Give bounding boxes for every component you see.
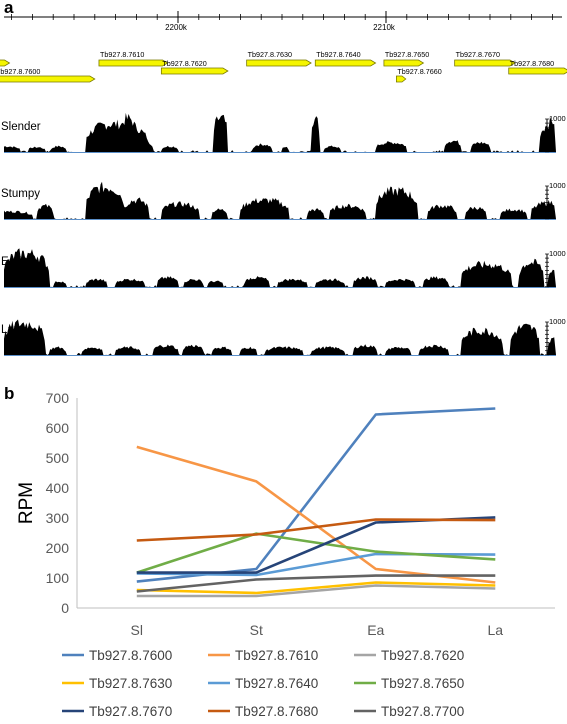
- scale-label: 1000: [549, 317, 566, 326]
- x-tick-label: La: [487, 622, 503, 638]
- gene-arrow: [0, 75, 96, 83]
- coverage-track: Late1000: [1, 317, 566, 356]
- legend-label: Tb927.8.7680: [235, 704, 318, 719]
- gene-arrow: [383, 59, 425, 67]
- y-tick-label: 400: [46, 480, 70, 496]
- series-line: [136, 581, 496, 595]
- legend-item: Tb927.8.7680: [208, 704, 318, 719]
- gene-arrow: [395, 75, 407, 83]
- legend-item: Tb927.8.7600: [62, 648, 172, 663]
- y-tick-label: 300: [46, 510, 70, 526]
- scale-label: 1000: [549, 249, 566, 258]
- y-tick-label: 0: [61, 600, 69, 616]
- coverage-area: [4, 112, 556, 152]
- y-tick-label: 200: [46, 540, 70, 556]
- gene-label: Tb927.8.7670: [456, 50, 500, 59]
- gene-arrow: [314, 59, 377, 67]
- series-line: [136, 518, 496, 542]
- track-label: Stumpy: [1, 188, 40, 200]
- gene-label: Tb927.8.7630: [248, 50, 292, 59]
- gene-label: Tb927.8.7600: [0, 67, 40, 76]
- coverage-track: Slender 1000: [1, 112, 566, 153]
- legend-item: Tb927.8.7640: [208, 676, 318, 691]
- legend-item: Tb927.8.7670: [62, 704, 172, 719]
- x-tick-label: Ea: [367, 622, 384, 638]
- gene-label: Tb927.8.7640: [316, 50, 360, 59]
- gene-arrow: [508, 67, 567, 75]
- coverage-track: Early1000: [1, 248, 566, 288]
- panel-a-label: a: [4, 0, 14, 17]
- y-axis-label: RPM: [16, 482, 37, 524]
- gene-label: Tb927.8.7660: [397, 67, 441, 76]
- legend-label: Tb927.8.7640: [235, 676, 318, 691]
- scale-label: 1000: [549, 114, 566, 123]
- coverage-area: [4, 319, 556, 355]
- series-line: [136, 584, 496, 598]
- scale-label: 1000: [549, 181, 566, 190]
- y-tick-label: 600: [46, 420, 70, 436]
- coverage-area: [4, 248, 556, 287]
- series-line: [136, 574, 496, 593]
- legend-label: Tb927.8.7670: [89, 704, 172, 719]
- x-tick-label: St: [250, 622, 263, 638]
- y-tick-label: 500: [46, 450, 70, 466]
- legend-item: Tb927.8.7620: [354, 648, 464, 663]
- legend-item: Tb927.8.7630: [62, 676, 172, 691]
- series-line: [136, 532, 496, 574]
- genome-browser-panel: 2200k 2210k Tb927.8.7600 Tb927.8.7610 Tb927.…: [0, 11, 567, 356]
- y-tick-label: 700: [46, 390, 70, 406]
- panel-b-label: b: [4, 384, 15, 403]
- legend-item: Tb927.8.7700: [354, 704, 464, 719]
- gene-arrow: [98, 59, 169, 67]
- legend-label: Tb927.8.7620: [381, 648, 464, 663]
- coverage-area: [4, 181, 556, 219]
- legend-label: Tb927.8.7700: [381, 704, 464, 719]
- ruler-tick-label: 2200k: [165, 23, 188, 32]
- y-tick-label: 100: [46, 570, 70, 586]
- gene-label: Tb927.8.7610: [100, 50, 144, 59]
- legend-item: Tb927.8.7610: [208, 648, 318, 663]
- gene-arrow: [0, 59, 11, 67]
- gene-label: Tb927.8.7650: [385, 50, 429, 59]
- x-tick-label: Sl: [131, 622, 143, 638]
- gene-arrow: [246, 59, 312, 67]
- legend-label: Tb927.8.7630: [89, 676, 172, 691]
- rpm-line-chart: 0 100 200 300 400 500 600 700 RPM Sl St Ea La Tb927.8…: [16, 390, 555, 719]
- gene-label: Tb927.8.7620: [162, 59, 206, 68]
- track-label: Slender: [1, 121, 41, 133]
- ruler-tick-label: 2210k: [373, 23, 396, 32]
- coverage-track: Stumpy 1000: [1, 181, 566, 220]
- legend-label: Tb927.8.7650: [381, 676, 464, 691]
- legend-label: Tb927.8.7600: [89, 648, 172, 663]
- gene-arrow: [454, 59, 516, 67]
- series-line: [136, 445, 496, 584]
- gene-arrow: [160, 67, 229, 75]
- legend-item: Tb927.8.7650: [354, 676, 464, 691]
- legend-label: Tb927.8.7610: [235, 648, 318, 663]
- gene-label: Tb927.8.7680: [510, 59, 554, 68]
